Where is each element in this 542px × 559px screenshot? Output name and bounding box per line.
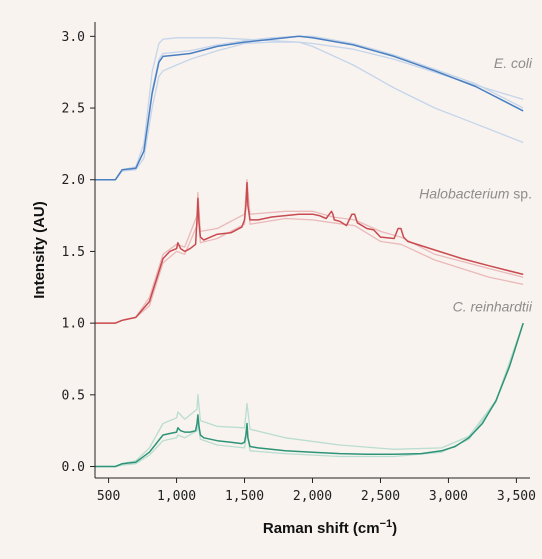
- series-layer: [95, 35, 524, 468]
- x-tick-label: 2,000: [293, 489, 332, 504]
- series-label-plain: sp.: [509, 185, 532, 201]
- series-label-italic: C. reinhardtii: [453, 299, 533, 315]
- x-tick-label: 2,500: [361, 489, 400, 504]
- series-label-italic: E. coli: [494, 55, 533, 71]
- y-tick-label: 1.5: [62, 245, 85, 260]
- series-halobacterium-sp-line: [95, 181, 524, 324]
- ticks-layer: 500 1,000 1,500 2,000 2,500 3,000 3,500 0.0 0.5 1…: [62, 30, 536, 504]
- series-halobacterium-sp-replicate-line: [95, 187, 524, 324]
- series-halobacterium-sp-replicate-line: [95, 179, 524, 324]
- series-label-italic: Halobacterium: [419, 185, 510, 201]
- y-tick-label: 1.0: [62, 317, 85, 332]
- series-label: E. coli: [494, 55, 533, 71]
- series-c-reinhardtii-replicate-line: [95, 322, 524, 468]
- series-labels: E. coli Halobacterium sp. C. reinhardtii: [419, 55, 533, 315]
- series-c-reinhardtii-replicate-line: [95, 322, 524, 468]
- axes-layer: [94, 22, 530, 479]
- y-tick-label: 2.0: [62, 173, 85, 188]
- series-c-reinhardtii-line: [95, 322, 524, 468]
- series-label: C. reinhardtii: [453, 299, 533, 315]
- y-tick-label: 0.0: [62, 460, 85, 475]
- series-label: Halobacterium sp.: [419, 185, 532, 201]
- x-axis-title-main: Raman shift (cm: [263, 520, 380, 537]
- x-axis-title-superscript: −1: [380, 518, 393, 530]
- x-tick-label: 1,000: [157, 489, 196, 504]
- x-tick-label: 1,500: [225, 489, 264, 504]
- x-axis-title: Raman shift (cm−1): [263, 518, 397, 537]
- series-e-coli-replicate-line: [95, 37, 524, 181]
- x-axis-title-end: ): [392, 520, 397, 537]
- series-e-coli-line: [95, 35, 524, 181]
- series-e-coli-replicate-line: [95, 35, 524, 181]
- x-tick-label: 3,000: [429, 489, 468, 504]
- y-tick-label: 3.0: [62, 30, 85, 45]
- y-tick-label: 2.5: [62, 102, 85, 117]
- y-tick-label: 0.5: [62, 388, 85, 403]
- x-tick-label: 3,500: [497, 489, 536, 504]
- x-tick-label: 500: [97, 489, 120, 504]
- y-axis-title: Intensity (AU): [31, 201, 48, 299]
- series-e-coli-replicate-line: [95, 41, 524, 181]
